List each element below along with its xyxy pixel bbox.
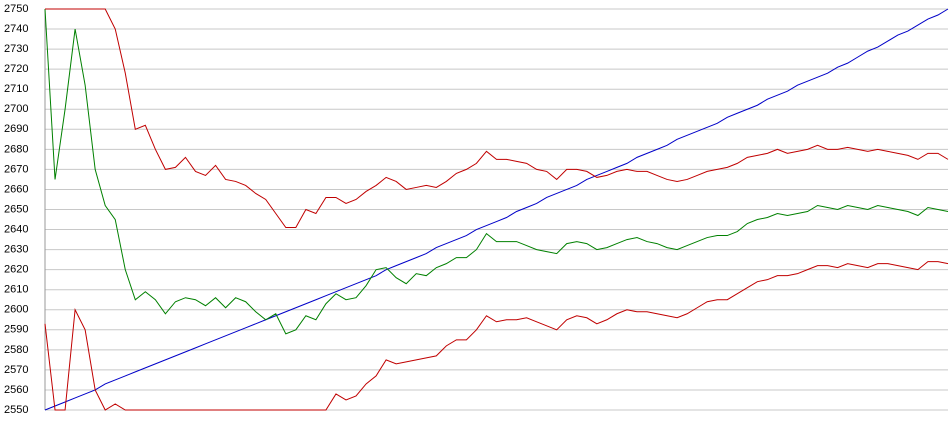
line-series [44, 261, 949, 411]
y-tick-label: 2590 [4, 324, 28, 336]
y-tick-label: 2730 [4, 43, 28, 55]
y-tick-label: 2620 [4, 264, 28, 276]
y-tick-label: 2710 [4, 83, 28, 95]
y-tick-label: 2560 [4, 384, 28, 396]
line-series [45, 8, 949, 229]
y-tick-label: 2690 [4, 123, 28, 135]
y-tick-label: 2630 [4, 244, 28, 256]
y-tick-label: 2650 [4, 203, 28, 215]
y-tick-label: 2610 [4, 284, 28, 296]
y-tick-label: 2720 [4, 63, 28, 75]
y-tick-label: 2660 [4, 183, 28, 195]
y-tick-label: 2670 [4, 163, 28, 175]
y-tick-label: 2570 [4, 364, 28, 376]
line-series [44, 8, 949, 335]
y-tick-label: 2750 [4, 3, 28, 15]
y-tick-label: 2700 [4, 103, 28, 115]
y-tick-label: 2740 [4, 23, 28, 35]
line-series [44, 8, 949, 411]
y-tick-label: 2640 [4, 223, 28, 235]
y-tick-label: 2600 [4, 304, 28, 316]
y-tick-label: 2680 [4, 143, 28, 155]
y-tick-label: 2550 [4, 404, 28, 416]
y-tick-label: 2580 [4, 344, 28, 356]
